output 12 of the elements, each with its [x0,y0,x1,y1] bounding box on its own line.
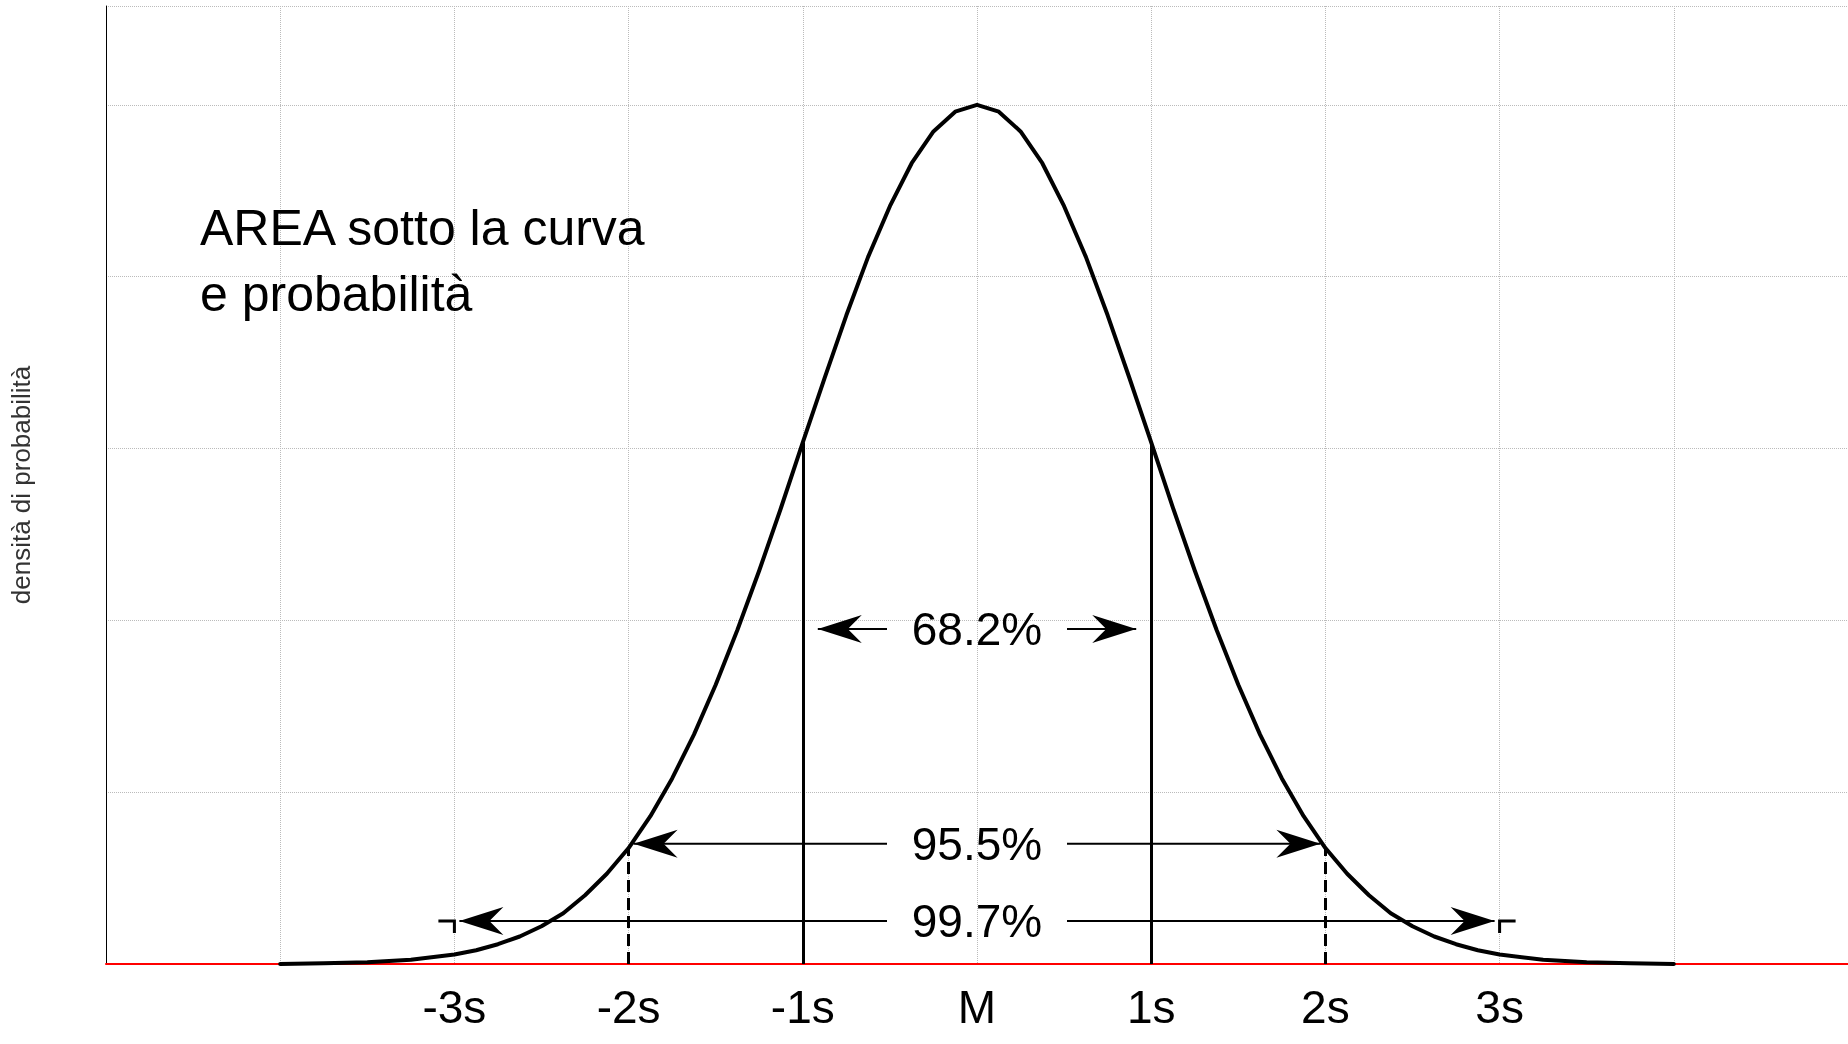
annotation: 68.2% [911,602,1043,655]
x-tick-label: 2s [1301,981,1350,1033]
x-tick-label: -2s [596,981,661,1033]
annotation: 99.7% [911,895,1043,948]
x-tick-label: -1s [770,981,835,1033]
x-tick-label: M [957,981,997,1033]
x-tick-label: 3s [1475,981,1524,1033]
y-axis-title: densità di probabilità [6,365,36,605]
text: AREA sotto la curva e probabilità [200,200,645,322]
annotation: 95.5% [911,817,1043,870]
x-tick-label: 1s [1126,981,1176,1033]
x-tick-label: -3s [422,981,487,1033]
